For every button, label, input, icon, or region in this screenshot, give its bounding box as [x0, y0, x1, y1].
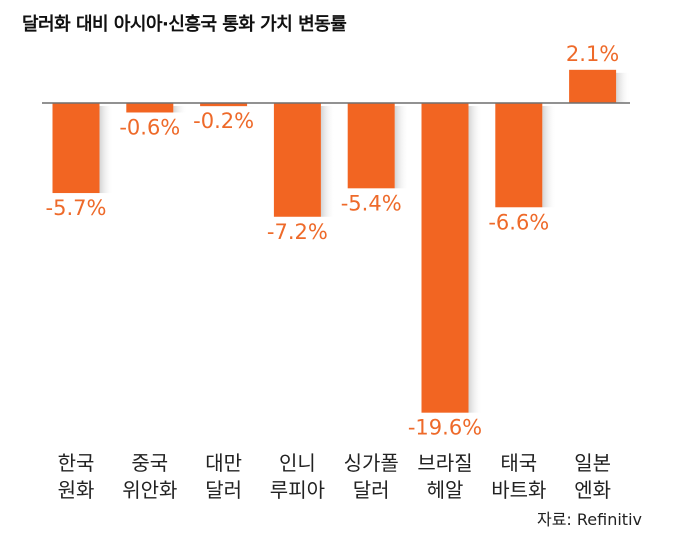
- bar-1: [126, 103, 174, 113]
- value-label-1: -0.6%: [119, 115, 180, 139]
- chart-title: 달러화 대비 아시아·신흥국 통화 가치 변동률: [22, 14, 347, 35]
- bar-5: [421, 103, 469, 413]
- bar-shadow: [468, 106, 483, 413]
- category-label-1-0: 중국: [131, 451, 168, 475]
- category-label-7-0: 일본: [574, 451, 611, 475]
- category-label-2-1: 달러: [205, 478, 242, 502]
- value-label-4: -5.4%: [341, 191, 402, 215]
- value-label-7: 2.1%: [566, 42, 619, 66]
- bar-0: [52, 103, 100, 194]
- category-label-3-0: 인니: [279, 451, 316, 475]
- category-label-5-0: 브라질: [417, 451, 472, 475]
- category-label-6-0: 태국: [500, 451, 537, 475]
- bar-shadow: [99, 106, 114, 194]
- category-label-2-0: 대만: [205, 451, 242, 475]
- bar-shadow: [394, 106, 409, 189]
- value-label-6: -6.6%: [488, 210, 549, 234]
- category-label-6-1: 바트화: [491, 478, 546, 502]
- category-label-4-0: 싱가폴: [344, 451, 399, 475]
- bar-6: [495, 103, 543, 208]
- value-label-5: -19.6%: [408, 416, 482, 440]
- bar-shadow: [173, 106, 188, 113]
- value-label-2: -0.2%: [193, 109, 254, 133]
- value-label-0: -5.7%: [46, 196, 107, 220]
- value-label-3: -7.2%: [267, 220, 328, 244]
- bar-7: [569, 69, 617, 103]
- bar-4: [347, 103, 395, 189]
- bar-shadow: [320, 106, 335, 217]
- bar-2: [200, 103, 248, 107]
- category-label-3-1: 루피아: [270, 478, 325, 502]
- category-label-5-1: 헤알: [427, 478, 464, 502]
- category-label-7-1: 엔화: [574, 478, 611, 502]
- bar-shadow: [616, 72, 631, 103]
- category-label-4-1: 달러: [353, 478, 390, 502]
- category-label-0-1: 원화: [58, 478, 95, 502]
- category-label-1-1: 위안화: [122, 478, 177, 502]
- source-note: 자료: Refinitiv: [536, 510, 642, 529]
- bar-shadow: [542, 106, 557, 208]
- category-label-0-0: 한국: [58, 451, 95, 475]
- bar-3: [273, 103, 321, 217]
